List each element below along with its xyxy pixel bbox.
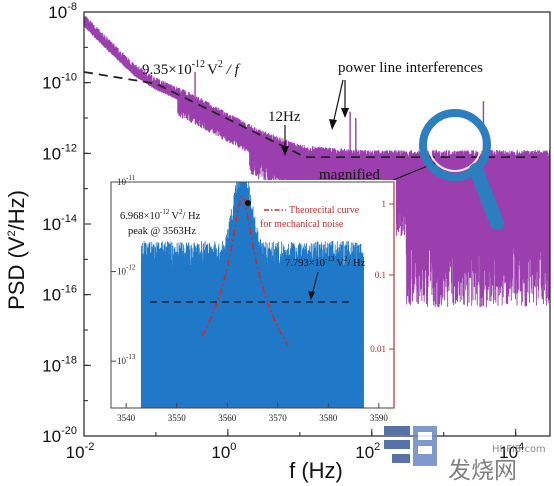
- inset-right-tick-label: 0.01: [370, 344, 386, 354]
- watermark-logo: [384, 426, 437, 466]
- y-tick-label: 10-20: [42, 425, 77, 446]
- x-tick-label: 10-2: [66, 441, 95, 462]
- inset-y-tick-label: 10-11: [117, 174, 136, 187]
- watermark-brand: 发烧网: [448, 458, 517, 484]
- inset-x-tick-labels: 3540 3550 3560 3570 3580 3590: [117, 413, 388, 423]
- x-tick-label: 104: [499, 441, 524, 462]
- power-law-annotation: 9.35×10-12 V2 / f: [142, 59, 241, 78]
- inset-legend-line1: Theorecital curve: [289, 205, 360, 216]
- magnifier-icon: [419, 109, 504, 230]
- inset-psd-series: [140, 182, 364, 408]
- inset-x-tick-label: 3560: [218, 413, 237, 423]
- inset-peak-annotation: 6.968×10-12 V2/ Hz: [120, 208, 201, 222]
- inset-right-tick-labels: 1 0.1 0.01: [370, 199, 386, 354]
- inset-peak-marker: [245, 200, 251, 206]
- power-line-arrowhead-2: [341, 108, 349, 118]
- y-axis-title: PSD (V2/Hz): [4, 190, 29, 310]
- inset-y-tick-labels: 10-11 10-12 10-13: [117, 174, 136, 366]
- inset-right-tick-label: 0.1: [375, 270, 386, 280]
- inset-x-tick-label: 3550: [168, 413, 187, 423]
- inset-legend-line2: for mechanical noise: [260, 219, 344, 230]
- inset-y-tick-label: 10-13: [117, 353, 136, 366]
- inset-peak-label: peak @ 3563Hz: [128, 226, 196, 237]
- power-line-label: power line interferences: [338, 60, 483, 76]
- inset-x-tick-label: 3590: [370, 413, 389, 423]
- inset-psd-trace: [140, 182, 364, 408]
- y-tick-label: 10-12: [42, 142, 77, 163]
- power-line-arrowhead-1: [329, 119, 337, 130]
- y-tick-label: 10-10: [42, 72, 77, 93]
- knee-arrowhead: [281, 146, 289, 156]
- main-axis-ticks: [83, 11, 517, 437]
- inset-baseline-annotation: 7.793×10-13 V2/ Hz: [285, 255, 366, 269]
- inset-x-tick-label: 3540: [117, 413, 136, 423]
- x-tick-label: 102: [355, 441, 380, 462]
- y-tick-labels: 10-8 10-10 10-12 10-14 10-16 10-18 10-20: [42, 1, 77, 446]
- y-tick-label: 10-16: [42, 284, 77, 305]
- y-tick-label: 10-8: [48, 1, 77, 22]
- inset-y-tick-label: 10-12: [117, 264, 136, 277]
- inset-right-tick-label: 1: [382, 199, 387, 209]
- inset-baseline-arrowhead: [308, 291, 315, 300]
- inset-x-tick-label: 3570: [269, 413, 288, 423]
- power-line-arrow-1: [332, 79, 344, 125]
- inset-theory-curve: [201, 195, 289, 346]
- inset-axis-ticks: [111, 181, 394, 408]
- x-axis-title: f (Hz): [289, 458, 343, 483]
- x-tick-label: 100: [211, 441, 236, 462]
- y-tick-label: 10-14: [42, 213, 77, 234]
- magnified-label: magnified: [319, 167, 380, 183]
- watermark-site: HI-FI8.com: [492, 444, 546, 455]
- inset-baseline-arrow: [311, 271, 319, 296]
- y-tick-label: 10-18: [42, 354, 77, 375]
- knee-label: 12Hz: [268, 109, 301, 125]
- x-tick-labels: 10-2 100 102 104: [66, 441, 525, 462]
- inset-x-tick-label: 3580: [319, 413, 338, 423]
